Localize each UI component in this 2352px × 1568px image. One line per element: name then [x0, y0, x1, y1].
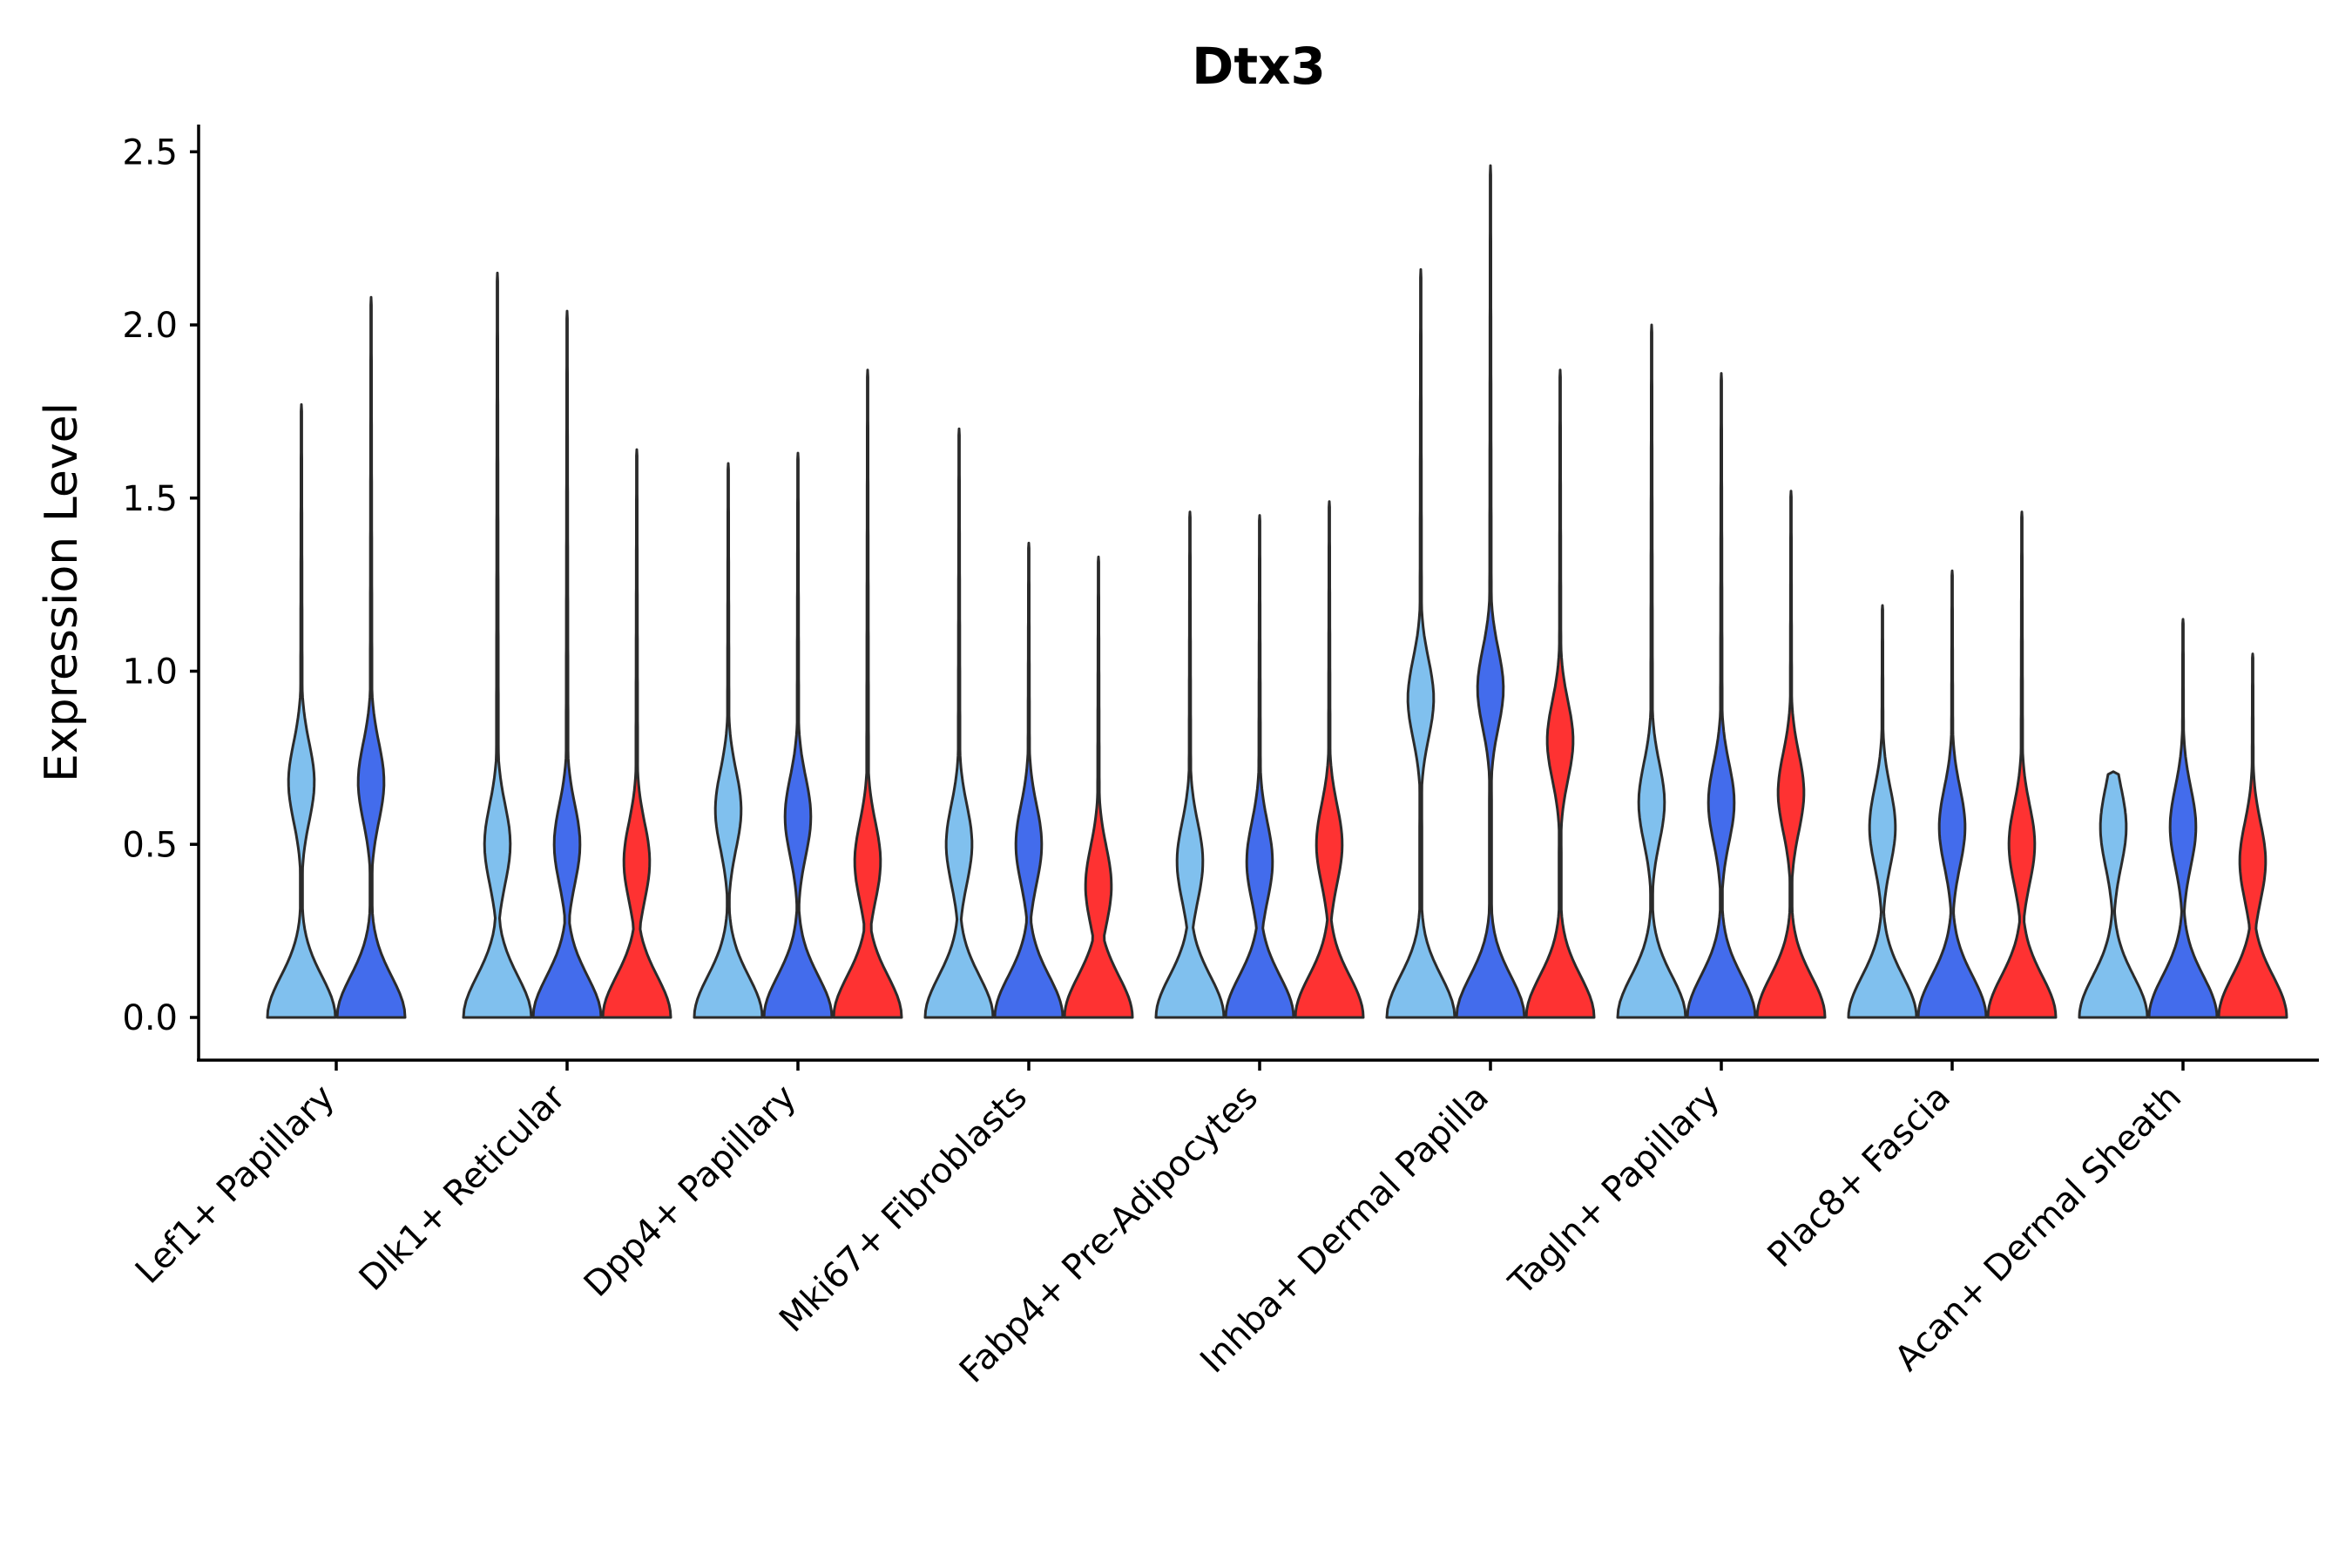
- violin-1-0: [462, 271, 533, 1019]
- y-tick-label: 1.0: [122, 652, 178, 693]
- x-tick-label: Dlk1+ Reticular: [352, 1077, 574, 1299]
- violin-6-1: [1686, 372, 1757, 1019]
- violin-8-2: [2217, 652, 2288, 1019]
- violin-0-1: [335, 295, 407, 1019]
- x-tick-label: Tagln+ Papillary: [1501, 1078, 1727, 1304]
- x-tick-label: Mki67+ Fibroblasts: [772, 1078, 1035, 1341]
- violin-7-0: [1847, 604, 1918, 1019]
- violin-layer: [266, 164, 2288, 1019]
- violin-8-1: [2147, 618, 2219, 1019]
- y-tick-label: 1.5: [122, 479, 178, 519]
- violin-4-2: [1294, 500, 1365, 1019]
- violin-2-2: [832, 368, 903, 1019]
- y-axis-label: Expression Level: [36, 402, 88, 782]
- violin-7-2: [1986, 510, 2058, 1019]
- violin-5-0: [1385, 267, 1456, 1019]
- violin-7-1: [1916, 569, 1988, 1019]
- x-axis-ticks: Lef1+ Papillary Dlk1+ Reticular Dpp4+ Papi…: [128, 1060, 2189, 1391]
- violin-2-0: [693, 462, 764, 1019]
- violin-3-0: [923, 427, 995, 1019]
- violin-3-2: [1063, 555, 1134, 1019]
- violin-4-0: [1154, 510, 1226, 1019]
- violin-5-1: [1455, 164, 1526, 1019]
- violin-6-2: [1755, 490, 1827, 1019]
- violin-1-2: [601, 448, 672, 1019]
- x-tick-label: Lef1+ Papillary: [128, 1078, 342, 1292]
- y-axis-ticks: 0.0 0.5 1.0 1.5 2.0 2.5: [122, 132, 199, 1038]
- violin-1-1: [531, 309, 603, 1019]
- y-tick-label: 2.0: [122, 306, 178, 346]
- x-tick-label: Plac8+ Fascia: [1761, 1078, 1959, 1276]
- y-tick-label: 2.5: [122, 132, 178, 172]
- violin-5-2: [1524, 368, 1596, 1019]
- x-tick-label: Dpp4+ Papillary: [577, 1078, 804, 1305]
- y-tick-label: 0.0: [122, 998, 178, 1038]
- violin-3-1: [993, 541, 1064, 1019]
- violin-0-0: [266, 402, 337, 1019]
- violin-8-0: [2078, 770, 2149, 1019]
- chart-title: Dtx3: [1192, 37, 1326, 96]
- violin-6-0: [1616, 323, 1687, 1019]
- violin-2-1: [762, 451, 834, 1019]
- violin-4-1: [1224, 514, 1295, 1019]
- y-tick-label: 0.5: [122, 825, 178, 865]
